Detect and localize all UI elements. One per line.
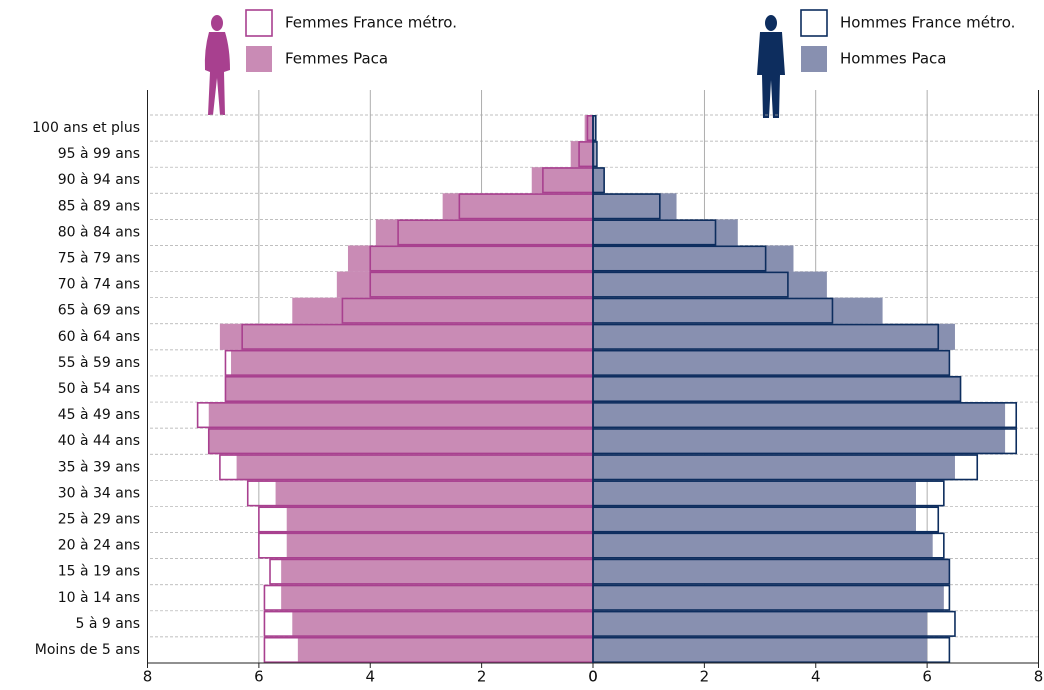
bar: [593, 271, 827, 298]
y-tick-label: 70 à 74 ans: [58, 277, 140, 293]
bar: [593, 167, 605, 194]
bar: [593, 115, 595, 142]
legend-label: Femmes Paca: [285, 50, 388, 68]
legend-swatch: [246, 46, 272, 72]
bar: [593, 532, 933, 559]
bar: [208, 428, 593, 455]
bar: [593, 454, 955, 481]
y-tick-label: 95 à 99 ans: [58, 146, 140, 162]
bar: [225, 375, 593, 403]
legend-label: Hommes Paca: [840, 50, 947, 68]
legend-swatch: [800, 9, 828, 37]
bar: [593, 219, 738, 246]
x-tick-label: 2: [477, 668, 487, 686]
x-tick-label: 0: [588, 668, 598, 686]
y-tick-label: 35 à 39 ans: [58, 459, 140, 475]
bar: [442, 193, 593, 220]
bar: [336, 271, 593, 298]
bar: [593, 558, 950, 585]
y-tick-label: 80 à 84 ans: [58, 224, 140, 240]
x-tick-label: 8: [1034, 668, 1044, 686]
legend-swatch: [801, 46, 827, 72]
legend-label: Hommes France métro.: [840, 14, 1015, 32]
bar: [281, 584, 593, 611]
bar: [593, 193, 677, 220]
bar: [593, 323, 955, 350]
x-tick-label: 2: [700, 668, 710, 686]
bar: [236, 454, 593, 481]
bar: [593, 636, 928, 663]
y-tick-label: 75 à 79 ans: [58, 251, 140, 267]
bar: [286, 506, 593, 533]
bar: [593, 584, 944, 611]
bar: [570, 141, 593, 168]
bar: [231, 349, 593, 376]
bar: [281, 558, 593, 585]
bar: [208, 402, 593, 429]
bar: [275, 480, 593, 507]
y-tick-label: 50 à 54 ans: [58, 381, 140, 397]
x-tick-label: 4: [811, 668, 821, 686]
bar: [584, 115, 593, 142]
y-tick-label: 45 à 49 ans: [58, 407, 140, 423]
y-tick-label: 25 à 29 ans: [58, 511, 140, 527]
bar: [347, 245, 593, 272]
bar: [219, 323, 594, 350]
y-tick-label: 40 à 44 ans: [58, 433, 140, 449]
bar: [593, 480, 916, 507]
bar: [593, 245, 794, 272]
bar: [593, 375, 961, 403]
bar: [593, 349, 950, 376]
x-tick-label: 8: [143, 668, 153, 686]
x-tick-label: 6: [922, 668, 932, 686]
y-tick-label: 90 à 94 ans: [58, 172, 140, 188]
y-tick-label: Moins de 5 ans: [35, 642, 140, 658]
bar: [593, 428, 1006, 455]
woman-icon: [204, 15, 230, 115]
bar: [297, 636, 593, 663]
x-tick-label: 4: [365, 668, 375, 686]
bar: [292, 297, 593, 324]
legend-swatch: [245, 9, 273, 37]
y-tick-label: 65 à 69 ans: [58, 303, 140, 319]
bar: [593, 506, 916, 533]
y-tick-label: 10 à 14 ans: [58, 590, 140, 606]
bar: [531, 167, 593, 194]
y-tick-label: 55 à 59 ans: [58, 355, 140, 371]
bar: [375, 219, 593, 246]
y-tick-label: 100 ans et plus: [32, 120, 140, 136]
y-tick-label: 85 à 89 ans: [58, 198, 140, 214]
bar: [593, 402, 1006, 429]
y-tick-label: 30 à 34 ans: [58, 485, 140, 501]
legend-label: Femmes France métro.: [285, 14, 457, 32]
bar: [292, 610, 593, 637]
y-tick-label: 5 à 9 ans: [76, 616, 141, 632]
bar: [593, 297, 883, 324]
y-tick-label: 20 à 24 ans: [58, 538, 140, 554]
man-icon: [757, 15, 785, 118]
y-tick-label: 15 à 19 ans: [58, 564, 140, 580]
bar: [286, 532, 593, 559]
bar: [593, 141, 596, 168]
x-tick-label: 6: [254, 668, 264, 686]
bar: [593, 610, 928, 637]
x-tick-label: 0: [588, 668, 598, 686]
y-tick-label: 60 à 64 ans: [58, 329, 140, 345]
